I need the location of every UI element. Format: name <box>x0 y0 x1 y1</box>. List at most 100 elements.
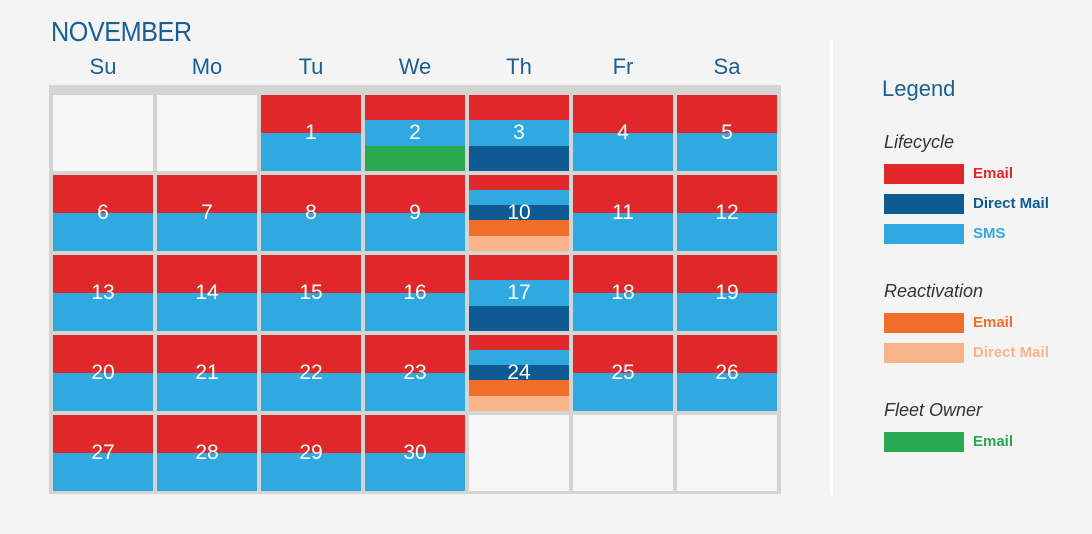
calendar-day-11[interactable]: 11 <box>573 175 673 251</box>
campaign-band-lifecycle-email <box>261 335 361 373</box>
weekday-th: Th <box>506 54 532 79</box>
campaign-band-lifecycle-sms <box>157 373 257 411</box>
calendar-day-9[interactable]: 9 <box>365 175 465 251</box>
legend-label: SMS <box>973 225 1006 242</box>
calendar-day-18[interactable]: 18 <box>573 255 673 331</box>
weekday-sa: Sa <box>713 54 741 79</box>
calendar-day-7[interactable]: 7 <box>157 175 257 251</box>
calendar-day-20[interactable]: 20 <box>53 335 153 411</box>
day-number: 20 <box>91 361 115 384</box>
campaign-band-lifecycle-sms <box>469 350 569 365</box>
weekday-fr: Fr <box>612 54 634 79</box>
calendar-day-12[interactable]: 12 <box>677 175 777 251</box>
day-number: 12 <box>715 201 739 224</box>
calendar-day-26[interactable]: 26 <box>677 335 777 411</box>
campaign-band-reactivation-direct-mail <box>469 396 569 411</box>
campaign-band-lifecycle-email <box>261 415 361 453</box>
calendar-day-2[interactable]: 2 <box>365 95 465 171</box>
campaign-band-lifecycle-direct-mail <box>469 306 569 331</box>
campaign-band-lifecycle-email <box>53 255 153 293</box>
legend-label: Direct Mail <box>973 195 1049 212</box>
calendar-day-13[interactable]: 13 <box>53 255 153 331</box>
calendar-day-empty <box>573 415 673 491</box>
calendar-day-empty <box>677 415 777 491</box>
calendar-day-24[interactable]: 24 <box>469 335 569 411</box>
day-number: 4 <box>617 121 629 144</box>
campaign-band-lifecycle-sms <box>261 213 361 251</box>
campaign-band-lifecycle-email <box>469 95 569 120</box>
campaign-band-lifecycle-email <box>53 175 153 213</box>
calendar-day-4[interactable]: 4 <box>573 95 673 171</box>
calendar-day-28[interactable]: 28 <box>157 415 257 491</box>
calendar-day-29[interactable]: 29 <box>261 415 361 491</box>
campaign-band-lifecycle-email <box>157 175 257 213</box>
campaign-band-lifecycle-email <box>677 255 777 293</box>
calendar-day-empty <box>53 95 153 171</box>
legend-swatch <box>884 313 964 333</box>
campaign-band-lifecycle-sms <box>261 373 361 411</box>
campaign-band-lifecycle-email <box>261 95 361 133</box>
campaign-band-lifecycle-email <box>261 175 361 213</box>
campaign-band-lifecycle-sms <box>469 120 569 146</box>
campaign-band-lifecycle-direct-mail <box>469 146 569 171</box>
campaign-band-lifecycle-sms <box>157 213 257 251</box>
campaign-band-lifecycle-sms <box>365 453 465 491</box>
campaign-band-lifecycle-email <box>365 95 465 120</box>
campaign-band-lifecycle-sms <box>261 133 361 171</box>
weekday-mo: Mo <box>191 54 223 79</box>
campaign-band-lifecycle-sms <box>573 293 673 331</box>
calendar-day-6[interactable]: 6 <box>53 175 153 251</box>
calendar-day-10[interactable]: 10 <box>469 175 569 251</box>
campaign-band-lifecycle-sms <box>365 213 465 251</box>
day-number: 10 <box>507 201 531 224</box>
day-number: 8 <box>305 201 317 224</box>
calendar-day-16[interactable]: 16 <box>365 255 465 331</box>
campaign-band-lifecycle-sms <box>573 213 673 251</box>
campaign-band-lifecycle-email <box>677 95 777 133</box>
day-number: 27 <box>91 441 115 464</box>
campaign-band-lifecycle-email <box>53 415 153 453</box>
day-number: 16 <box>403 281 427 304</box>
legend-group-reactivation: Reactivation <box>884 281 984 301</box>
campaign-band-lifecycle-email <box>365 415 465 453</box>
calendar-day-23[interactable]: 23 <box>365 335 465 411</box>
day-number: 28 <box>195 441 219 464</box>
campaign-band-lifecycle-sms <box>261 293 361 331</box>
calendar-day-1[interactable]: 1 <box>261 95 361 171</box>
calendar-day-14[interactable]: 14 <box>157 255 257 331</box>
legend-swatch <box>884 343 964 363</box>
campaign-band-lifecycle-email <box>677 335 777 373</box>
calendar-day-25[interactable]: 25 <box>573 335 673 411</box>
calendar-day-21[interactable]: 21 <box>157 335 257 411</box>
calendar-day-17[interactable]: 17 <box>469 255 569 331</box>
campaign-band-lifecycle-sms <box>261 453 361 491</box>
calendar-day-19[interactable]: 19 <box>677 255 777 331</box>
day-number: 18 <box>611 281 635 304</box>
calendar-day-30[interactable]: 30 <box>365 415 465 491</box>
day-number: 29 <box>299 441 323 464</box>
campaign-band-lifecycle-email <box>677 175 777 213</box>
campaign-band-lifecycle-sms <box>677 373 777 411</box>
legend-swatch <box>884 224 964 244</box>
calendar-day-27[interactable]: 27 <box>53 415 153 491</box>
day-number: 13 <box>91 281 115 304</box>
campaign-band-lifecycle-email <box>573 175 673 213</box>
calendar-day-3[interactable]: 3 <box>469 95 569 171</box>
legend-swatch <box>884 164 964 184</box>
campaign-band-lifecycle-email <box>469 175 569 190</box>
day-number: 23 <box>403 361 427 384</box>
day-number: 9 <box>409 201 421 224</box>
day-number: 25 <box>611 361 635 384</box>
legend-swatch <box>884 194 964 214</box>
campaign-band-reactivation-email <box>469 220 569 236</box>
calendar-day-8[interactable]: 8 <box>261 175 361 251</box>
calendar-day-5[interactable]: 5 <box>677 95 777 171</box>
campaign-band-lifecycle-email <box>157 415 257 453</box>
campaign-band-lifecycle-email <box>469 255 569 280</box>
calendar-day-22[interactable]: 22 <box>261 335 361 411</box>
day-number: 1 <box>305 121 317 144</box>
legend-swatch <box>884 432 964 452</box>
calendar-day-15[interactable]: 15 <box>261 255 361 331</box>
day-number: 19 <box>715 281 739 304</box>
day-number: 17 <box>507 281 531 304</box>
